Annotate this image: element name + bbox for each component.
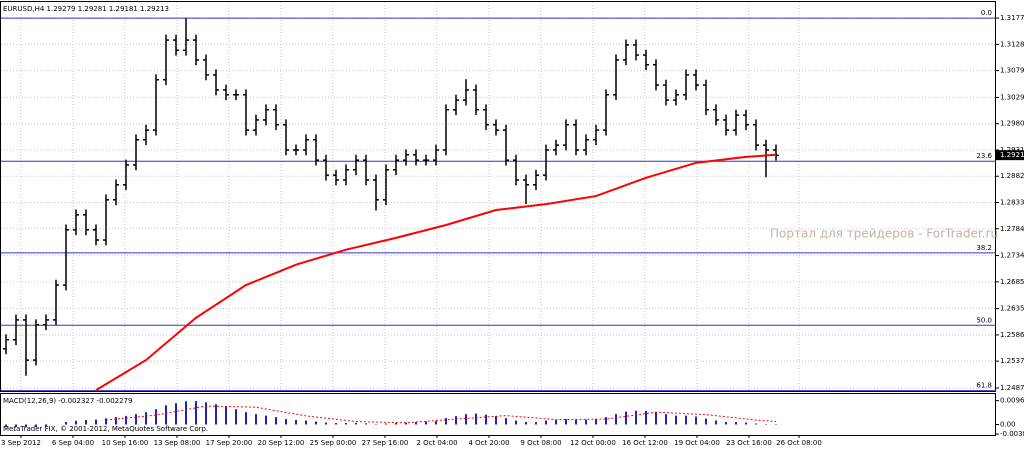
- y-tick-label: 1.29800: [1000, 120, 1024, 128]
- fib-label: 61.8: [976, 382, 992, 390]
- x-tick-label: 16 Oct 12:00: [622, 439, 668, 447]
- x-tick-label: 6 Sep 04:00: [52, 439, 94, 447]
- x-tick-label: 25 Sep 00:00: [310, 439, 357, 447]
- last-price-label: 1.29213: [1000, 151, 1024, 159]
- y-tick-label: 1.30790: [1000, 67, 1024, 75]
- x-tick-label: 20 Sep 12:00: [258, 439, 305, 447]
- fib-label: 50.0: [976, 316, 992, 324]
- last-price-box: [996, 150, 1024, 161]
- footer: MetaTrader FIX, © 2001-2012, MetaQuotes …: [3, 425, 208, 433]
- macd-tick-label: 0.00: [1000, 421, 1016, 429]
- y-tick-label: 1.25860: [1000, 331, 1024, 339]
- y-tick-label: 1.30290: [1000, 93, 1024, 101]
- macd-label: MACD(12,26,9) -0.002327 -0.002279: [3, 397, 132, 405]
- y-tick-label: 1.31280: [1000, 40, 1024, 48]
- x-tick-label: 23 Oct 16:00: [726, 439, 772, 447]
- y-tick-label: 1.28330: [1000, 198, 1024, 206]
- y-tick-label: 1.31770: [1000, 14, 1024, 22]
- macd-tick-label: -0.00386: [1000, 430, 1024, 438]
- moving-average: [95, 153, 777, 391]
- x-tick-label: 9 Oct 08:00: [520, 439, 561, 447]
- fib-label: 38.2: [976, 244, 992, 252]
- y-tick-label: 1.26850: [1000, 278, 1024, 286]
- fib-label: 0.0: [981, 9, 992, 17]
- x-tick-label: 3 Sep 2012: [1, 439, 41, 447]
- x-tick-label: 27 Sep 16:00: [362, 439, 409, 447]
- x-tick-label: 17 Sep 20:00: [206, 439, 253, 447]
- macd-signal: [105, 405, 777, 424]
- x-tick-label: 19 Oct 04:00: [674, 439, 720, 447]
- macd-panel: [0, 393, 996, 436]
- chart-title: EURUSD,H4 1.29279 1.29281 1.29181 1.2921…: [3, 5, 169, 13]
- x-tick-label: 2 Oct 04:00: [416, 439, 457, 447]
- macd-tick-label: 0.00966: [1000, 397, 1024, 405]
- fib-label: 23.6: [976, 152, 992, 160]
- y-tick-label: 1.29310: [1000, 146, 1024, 154]
- y-tick-label: 1.25370: [1000, 357, 1024, 365]
- y-tick-label: 1.27840: [1000, 225, 1024, 233]
- x-tick-label: 10 Sep 16:00: [102, 439, 149, 447]
- y-tick-label: 1.26350: [1000, 305, 1024, 313]
- watermark: Портал для трейдеров - ForTrader.ru: [770, 227, 998, 241]
- x-tick-label: 26 Oct 08:00: [776, 439, 822, 447]
- main-panel: [0, 1, 996, 392]
- y-tick-label: 1.27340: [1000, 252, 1024, 260]
- y-tick-label: 1.28820: [1000, 172, 1024, 180]
- x-tick-label: 13 Sep 08:00: [154, 439, 201, 447]
- x-tick-label: 4 Oct 20:00: [468, 439, 509, 447]
- x-tick-label: 12 Oct 00:00: [570, 439, 616, 447]
